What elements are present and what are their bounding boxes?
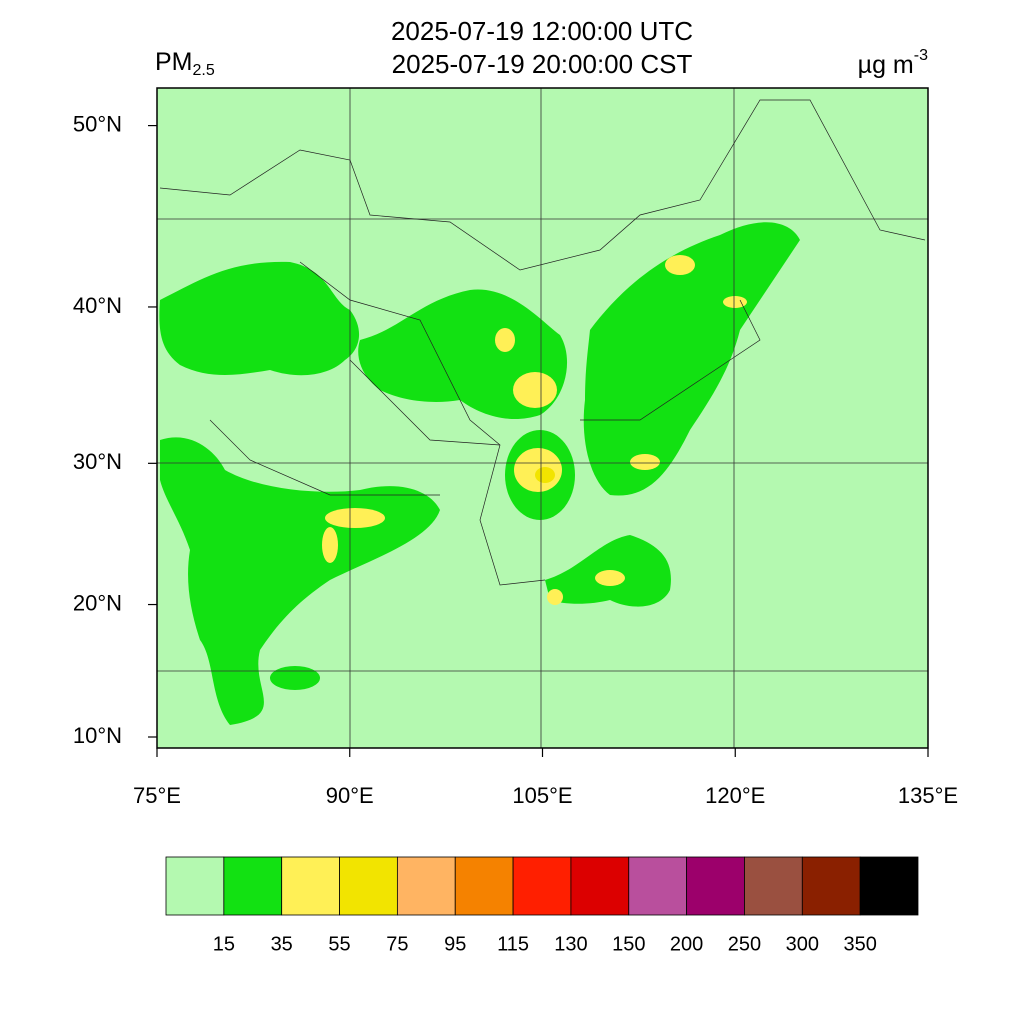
colorbar-label: 75	[386, 933, 408, 955]
grid-lines	[157, 88, 928, 748]
concentration-area	[322, 527, 338, 563]
colorbar-box	[801, 856, 861, 916]
colorbar-box	[339, 856, 398, 916]
concentration-area	[595, 570, 625, 586]
lat-tick-label: 40°N	[73, 293, 122, 318]
lon-tick-label: 90°E	[326, 783, 374, 808]
green-areas	[159, 222, 800, 725]
concentration-area	[513, 372, 557, 408]
colorbar-box	[165, 856, 225, 916]
map-background	[157, 88, 928, 748]
concentration-area	[495, 328, 515, 352]
colorbar-box	[744, 856, 803, 916]
lon-tick-label: 75°E	[133, 783, 181, 808]
concentration-area	[583, 222, 800, 496]
colorbar-label: 350	[843, 933, 876, 955]
colorbar-box	[454, 856, 514, 916]
colorbar-box	[223, 856, 283, 916]
colorbar-box	[628, 856, 688, 916]
lat-tick-label: 20°N	[73, 590, 122, 615]
colorbar-box	[859, 856, 919, 916]
lat-tick-label: 30°N	[73, 449, 122, 474]
species-subscript: 2.5	[193, 62, 215, 79]
local-title: 2025-07-19 20:00:00 CST	[392, 49, 693, 79]
colorbar-label: 130	[554, 933, 587, 955]
concentration-area	[325, 508, 385, 528]
concentration-area	[547, 589, 563, 605]
concentration-area	[160, 437, 440, 725]
concentration-area	[535, 467, 555, 483]
colorbar-box	[281, 856, 340, 916]
lat-tick-label: 10°N	[73, 723, 122, 748]
lat-tick-label: 50°N	[73, 111, 122, 136]
units-superscript: -3	[914, 47, 928, 64]
colorbar-label: 55	[328, 933, 350, 955]
concentration-area	[159, 261, 360, 376]
lon-tick-label: 135°E	[898, 783, 958, 808]
colorbar-label: 35	[271, 933, 293, 955]
concentration-area	[270, 666, 320, 690]
colorbar-label: 15	[213, 933, 235, 955]
concentration-area	[665, 255, 695, 275]
colorbar-box	[396, 856, 456, 916]
species-name: PM	[155, 48, 193, 76]
concentration-area	[630, 454, 660, 470]
colorbar: 15 35 55 75 95 115 130 150 200 250 300 350	[165, 856, 919, 955]
lon-tick-label: 105°E	[512, 783, 572, 808]
colorbar-label: 150	[612, 933, 645, 955]
map-area	[156, 87, 929, 749]
colorbar-label: 200	[670, 933, 703, 955]
colorbar-box	[512, 856, 572, 916]
utc-title: 2025-07-19 12:00:00 UTC	[391, 16, 693, 46]
colorbar-label: 115	[497, 933, 529, 955]
concentration-area	[723, 296, 747, 308]
lon-tick-label: 120°E	[705, 783, 765, 808]
colorbar-label: 300	[786, 933, 819, 955]
species-label: PM2.5	[155, 48, 215, 80]
colorbar-label: 95	[444, 933, 466, 955]
units-base: µg m	[858, 51, 914, 79]
colorbar-box	[570, 856, 630, 916]
colorbar-box	[686, 856, 745, 916]
units-label: µg m-3	[858, 47, 928, 78]
yellow-areas	[322, 255, 747, 605]
border-lines	[159, 99, 926, 586]
colorbar-label: 250	[728, 933, 761, 955]
